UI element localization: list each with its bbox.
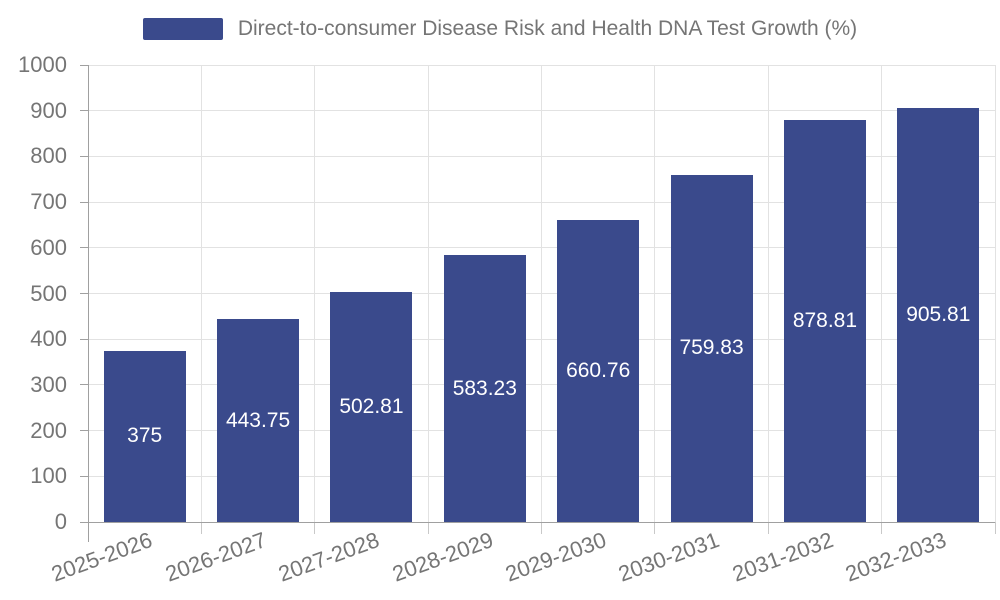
x-tick-label: 2028-2029 — [388, 527, 497, 587]
y-axis-tick — [80, 155, 88, 157]
y-tick-label: 400 — [30, 326, 67, 352]
bar[interactable] — [103, 350, 186, 522]
x-gridline — [541, 65, 542, 522]
legend-swatch-icon[interactable] — [142, 18, 223, 40]
y-tick-label: 900 — [30, 97, 67, 123]
legend[interactable]: Direct-to-consumer Disease Risk and Heal… — [0, 17, 1000, 41]
bar[interactable] — [783, 120, 866, 522]
y-tick-label: 0 — [54, 509, 67, 534]
y-tick-label: 100 — [30, 463, 67, 489]
x-tick-label: 2032-2033 — [842, 527, 950, 587]
x-gridline — [314, 65, 316, 522]
y-axis-tick — [80, 201, 88, 203]
y-axis-tick — [80, 247, 88, 249]
x-gridline — [427, 65, 429, 522]
x-tick-label: 2029-2030 — [501, 527, 610, 587]
x-axis-tick — [654, 522, 656, 534]
y-axis-tick — [80, 430, 88, 432]
bar[interactable] — [330, 292, 413, 522]
bar[interactable] — [670, 174, 753, 522]
x-axis-tick — [427, 522, 429, 534]
x-tick-label: 2030-2031 — [615, 527, 723, 587]
x-axis-tick — [994, 522, 996, 534]
x-tick-label: 2026-2027 — [161, 527, 270, 587]
x-gridline — [767, 65, 769, 522]
x-gridline — [200, 65, 202, 522]
y-tick-label: 200 — [30, 417, 67, 443]
x-tick-label: 2031-2032 — [728, 527, 837, 587]
x-axis-tick — [767, 522, 769, 534]
y-axis-tick — [80, 521, 88, 523]
y-axis-tick — [80, 384, 88, 386]
x-axis-line — [88, 521, 995, 523]
bar[interactable] — [557, 220, 640, 522]
x-gridline — [881, 65, 883, 522]
x-axis-tick — [314, 522, 316, 534]
y-tick-label: 500 — [30, 280, 67, 306]
y-axis-tick — [80, 64, 88, 66]
y-tick-label: 700 — [30, 189, 67, 215]
x-tick-label: 2025-2026 — [48, 527, 156, 587]
x-axis-tick — [881, 522, 883, 534]
y-axis-tick — [80, 475, 88, 477]
x-axis-tick — [541, 522, 542, 534]
y-tick-label: 800 — [30, 143, 67, 169]
y-axis-tick — [80, 110, 88, 112]
bar[interactable] — [443, 255, 526, 522]
legend-label: Direct-to-consumer Disease Risk and Heal… — [237, 17, 858, 40]
x-axis-tick — [87, 522, 89, 542]
x-tick-label: 2027-2028 — [275, 527, 383, 587]
x-gridline — [654, 65, 656, 522]
y-tick-label: 1000 — [18, 52, 67, 77]
y-axis-tick — [80, 338, 88, 340]
y-tick-label: 300 — [30, 371, 67, 397]
y-tick-label: 600 — [30, 234, 67, 260]
y-axis-tick — [80, 293, 88, 294]
x-gridline — [994, 65, 996, 522]
bar[interactable] — [897, 108, 980, 522]
x-axis-tick — [200, 522, 202, 534]
y-axis-line — [87, 65, 89, 522]
bar[interactable] — [217, 319, 300, 522]
